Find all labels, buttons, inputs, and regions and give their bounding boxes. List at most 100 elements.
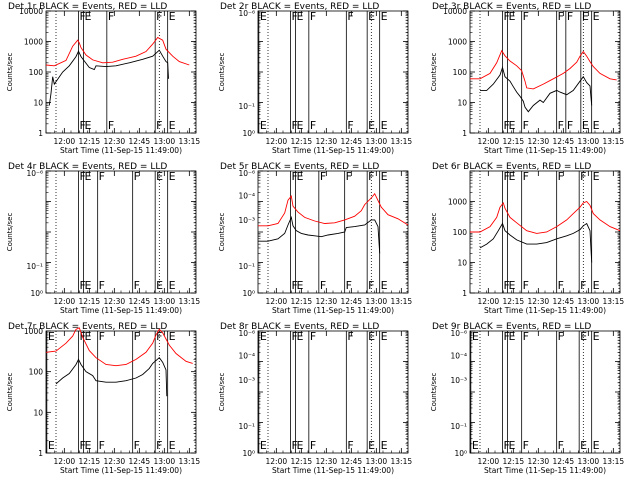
- event-marker-label-top: F: [156, 10, 162, 23]
- panel-title: Det 1r BLACK = Events, RED = LLD: [8, 2, 167, 12]
- series-lld: [470, 49, 617, 90]
- axes-frame: [257, 170, 409, 294]
- x-tick-label: 12:30: [104, 297, 126, 306]
- event-marker-label-bottom: F: [580, 279, 586, 292]
- x-tick-label: 13:15: [391, 297, 413, 306]
- event-marker-label-top: E: [368, 10, 375, 23]
- x-tick-label: 12:00: [266, 297, 288, 306]
- panel-7: Det 7r BLACK = Events, RED = LLD 1 10 100 10…: [6, 322, 200, 475]
- y-tick-label: 10⁻⁶: [238, 9, 255, 18]
- x-tick-label: 13:15: [391, 457, 413, 466]
- y-axis-label: Counts/sec: [218, 373, 226, 412]
- event-marker-label-top: E: [381, 10, 388, 23]
- event-marker-label-bottom: E: [593, 279, 600, 292]
- y-tick-label: 10⁻¹: [450, 422, 467, 431]
- event-marker-label-bottom: F: [108, 119, 114, 132]
- x-axis-label: Start Time (11-Sep-15 11:49:00): [484, 466, 606, 475]
- x-tick-label: 12:30: [528, 137, 550, 146]
- panel-9: Det 9r BLACK = Events, RED = LLD 10⁰ 10⁻¹ 1…: [430, 322, 624, 475]
- event-marker-label-bottom: F: [523, 439, 529, 452]
- series-lld: [45, 327, 193, 367]
- event-marker-label-top: E: [509, 10, 516, 23]
- event-marker-label-bottom: E: [509, 119, 516, 132]
- y-tick-label: 10⁻¹: [238, 102, 255, 111]
- event-marker-label-top: E: [580, 330, 587, 343]
- event-marker-label-bottom: F: [558, 119, 564, 132]
- y-tick-label: 100: [453, 68, 468, 77]
- x-tick-label: 12:45: [129, 297, 151, 306]
- x-tick-label: 13:15: [603, 457, 625, 466]
- x-axis-label: Start Time (11-Sep-15 11:49:00): [272, 306, 394, 315]
- event-marker-label-bottom: F: [292, 439, 298, 452]
- event-marker-label-top: E: [48, 330, 55, 343]
- event-marker-label-bottom: E: [297, 279, 304, 292]
- x-tick-label: 12:00: [54, 137, 76, 146]
- x-tick-label: 12:15: [291, 297, 313, 306]
- x-tick-label: 12:00: [54, 457, 76, 466]
- event-marker-label-bottom: F: [310, 119, 316, 132]
- y-axis-label: Counts/sec: [218, 53, 226, 92]
- panel-3: Det 3r BLACK = Events, RED = LLD 1 10 100 10…: [430, 2, 624, 155]
- x-tick-label: 12:45: [129, 457, 151, 466]
- event-marker-label-bottom: E: [381, 119, 388, 132]
- event-marker-label-top: F: [99, 170, 105, 183]
- event-marker-label-bottom: E: [368, 439, 375, 452]
- event-marker-label-top: F: [80, 170, 86, 183]
- event-marker-label-bottom: F: [347, 439, 353, 452]
- event-marker-label-top: F: [292, 10, 298, 23]
- y-tick-label: 10: [33, 99, 43, 108]
- event-marker-label-bottom: F: [80, 279, 86, 292]
- event-marker-label-top: F: [347, 10, 353, 23]
- x-tick-label: 12:00: [478, 137, 500, 146]
- event-marker-label-top: E: [297, 170, 304, 183]
- y-axis-label: Counts/sec: [6, 213, 14, 252]
- y-tick-label: 10⁻⁶: [238, 169, 255, 178]
- y-tick-label: 10⁻⁴: [450, 351, 467, 360]
- event-marker-label-top: E: [260, 10, 267, 23]
- x-tick-label: 13:00: [154, 297, 176, 306]
- event-marker-label-bottom: E: [156, 279, 163, 292]
- x-tick-label: 13:15: [179, 297, 201, 306]
- x-tick-label: 13:15: [179, 457, 201, 466]
- y-tick-label: 1000: [448, 38, 467, 47]
- panel-2: Det 2r BLACK = Events, RED = LLD 10⁰ 10⁻¹ 1…: [218, 2, 412, 155]
- x-tick-label: 12:30: [528, 297, 550, 306]
- panel-8: Det 8r BLACK = Events, RED = LLD 10⁰ 10⁻¹ 1…: [218, 322, 412, 475]
- event-marker-label-top: F: [558, 10, 564, 23]
- y-tick-label: 10⁻¹: [26, 262, 43, 271]
- event-marker-label-bottom: E: [169, 119, 176, 132]
- event-marker-label-bottom: E: [381, 439, 388, 452]
- x-axis-label: Start Time (11-Sep-15 11:49:00): [60, 146, 182, 155]
- series-events: [480, 65, 593, 113]
- y-tick-label: 10: [457, 259, 467, 268]
- y-tick-label: 10: [457, 99, 467, 108]
- x-axis-label: Start Time (11-Sep-15 11:49:00): [484, 306, 606, 315]
- panel-title: Det 4r BLACK = Events, RED = LLD: [8, 162, 167, 172]
- x-axis-label: Start Time (11-Sep-15 11:49:00): [272, 466, 394, 475]
- y-tick-label: 1000: [24, 38, 43, 47]
- event-marker-label-bottom: E: [169, 279, 176, 292]
- y-tick-label: 10⁻¹: [238, 262, 255, 271]
- y-tick-label: 10⁰: [30, 289, 43, 298]
- y-tick-label: 10⁰: [242, 289, 255, 298]
- x-tick-label: 12:45: [129, 137, 151, 146]
- panel-1: Det 1r BLACK = Events, RED = LLD 1 10 100 10…: [6, 2, 200, 155]
- x-tick-label: 13:00: [578, 297, 600, 306]
- x-tick-label: 12:15: [79, 137, 101, 146]
- event-marker-label-top: F: [108, 10, 114, 23]
- y-tick-label: 10⁻⁶: [450, 329, 467, 338]
- x-tick-label: 12:30: [316, 297, 338, 306]
- x-tick-label: 12:30: [316, 457, 338, 466]
- y-tick-label: 10⁰: [454, 449, 467, 458]
- event-marker-label-bottom: E: [48, 439, 55, 452]
- event-marker-label-top: E: [260, 330, 267, 343]
- event-marker-label-top: E: [85, 170, 92, 183]
- event-marker-label-top: F: [567, 10, 573, 23]
- event-marker-label-top: E: [169, 10, 176, 23]
- x-tick-label: 13:00: [366, 137, 388, 146]
- event-marker-label-bottom: F: [558, 439, 564, 452]
- event-marker-label-top: F: [504, 10, 510, 23]
- panel-title: Det 8r BLACK = Events, RED = LLD: [220, 322, 379, 332]
- panel-4: Det 4r BLACK = Events, RED = LLD 10⁰ 10⁻¹ 1…: [6, 162, 200, 315]
- event-marker-label-bottom: E: [85, 439, 92, 452]
